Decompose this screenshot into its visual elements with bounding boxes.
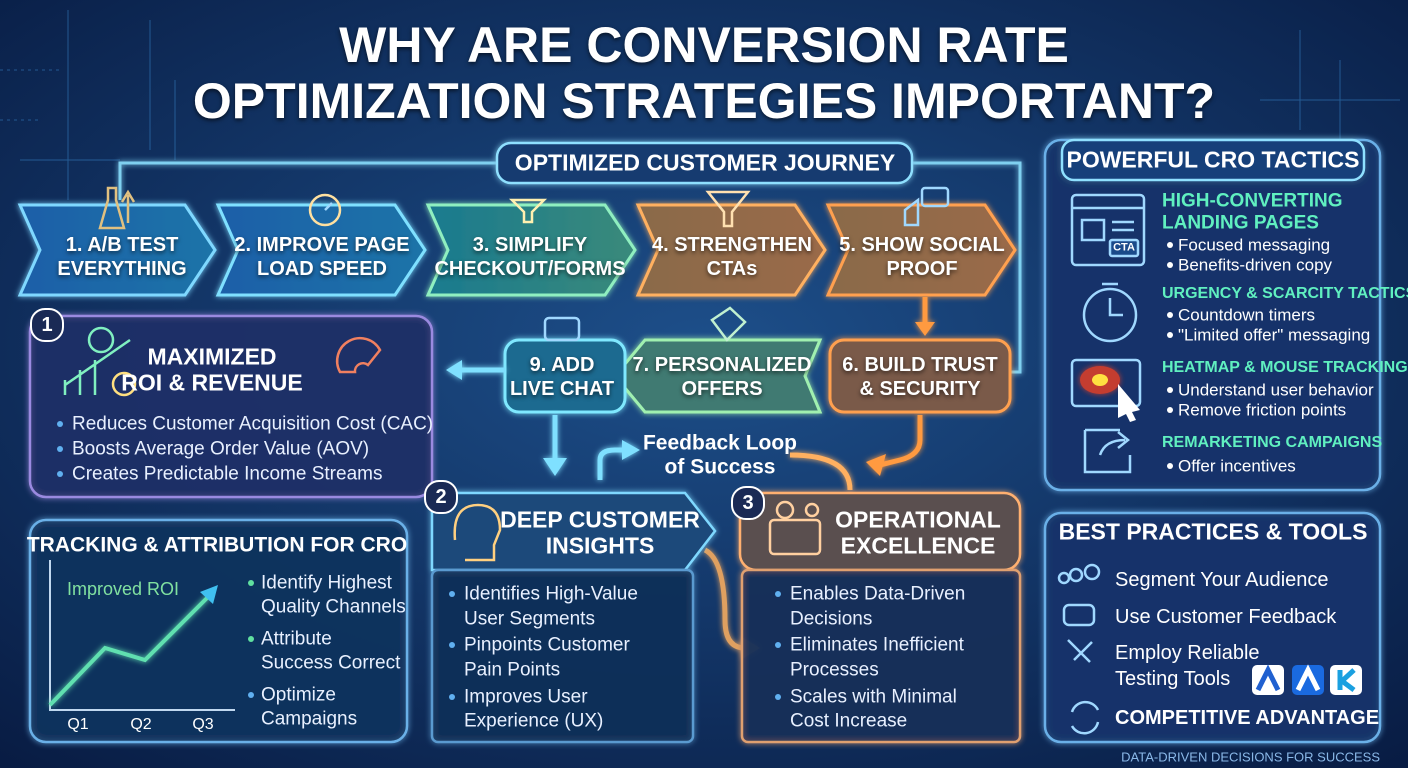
text: Success Correct: [261, 652, 401, 674]
text: Decisions: [790, 608, 873, 630]
text: Identifies High-Value: [464, 583, 638, 605]
bullet: [248, 636, 254, 642]
bullet: [1167, 407, 1173, 413]
text: Eliminates Inefficient: [790, 634, 964, 656]
bullet: [57, 421, 63, 427]
text: TRACKING & ATTRIBUTION FOR CRO: [26, 533, 408, 557]
text: 9. ADD: [529, 354, 595, 376]
text: COMPETITIVE ADVANTAGE: [1115, 707, 1380, 729]
badge: 1: [30, 308, 64, 342]
text: Benefits-driven copy: [1178, 255, 1333, 275]
text: Q1: [67, 716, 89, 733]
text: 3. SIMPLIFY: [472, 234, 588, 256]
text: Creates Predictable Income Streams: [72, 463, 383, 485]
text: of Success: [664, 455, 776, 479]
text: LANDING PAGES: [1162, 212, 1319, 234]
bullet: [1167, 463, 1173, 469]
text: EVERYTHING: [57, 258, 187, 280]
text: & SECURITY: [859, 378, 981, 400]
text: INSIGHTS: [545, 532, 655, 559]
text: OPTIMIZATION STRATEGIES IMPORTANT?: [192, 73, 1216, 129]
text: Pain Points: [464, 659, 561, 681]
bullet: [449, 591, 455, 597]
bullet: [248, 580, 254, 586]
text: 5. SHOW SOCIAL: [839, 234, 1005, 256]
bullet: [1167, 332, 1173, 338]
text: Q3: [192, 716, 214, 733]
text: Campaigns: [261, 708, 358, 730]
text: Experience (UX): [464, 710, 604, 732]
text: Improves User: [464, 686, 588, 708]
text: Understand user behavior: [1178, 380, 1374, 400]
bullet: [1167, 262, 1173, 268]
text: MAXIMIZED: [147, 343, 277, 370]
text: EXCELLENCE: [840, 532, 996, 559]
text: Attribute: [261, 628, 332, 650]
text: CTAs: [706, 258, 758, 280]
bullet: [1167, 387, 1173, 393]
text: 7. PERSONALIZED: [632, 354, 812, 376]
text: Segment Your Audience: [1115, 569, 1329, 591]
bullet: [57, 471, 63, 477]
text: HIGH-CONVERTING: [1162, 190, 1343, 212]
text: Pinpoints Customer: [464, 634, 630, 656]
text: CHECKOUT/FORMS: [434, 258, 626, 280]
bullet: [775, 591, 781, 597]
text: 1. A/B TEST: [65, 234, 179, 256]
text: Testing Tools: [1115, 668, 1231, 690]
bullet: [775, 642, 781, 648]
text: LOAD SPEED: [256, 258, 388, 280]
text: Improved ROI: [66, 579, 180, 599]
bullet: [248, 692, 254, 698]
text: 6. BUILD TRUST: [842, 354, 998, 376]
text: Enables Data-Driven: [790, 583, 966, 605]
text: Countdown timers: [1178, 305, 1316, 325]
text: LIVE CHAT: [509, 378, 615, 400]
text: Identify Highest: [261, 572, 392, 594]
text: Q2: [130, 716, 152, 733]
text: OPTIMIZED CUSTOMER JOURNEY: [514, 149, 896, 176]
badge: 2: [424, 480, 458, 514]
bullet: [449, 694, 455, 700]
text: ROI & REVENUE: [121, 369, 303, 396]
text: Remove friction points: [1178, 400, 1347, 420]
text: Boosts Average Order Value (AOV): [72, 438, 370, 460]
text: URGENCY & SCARCITY TACTICS: [1162, 285, 1408, 302]
text: BEST PRACTICES & TOOLS: [1058, 518, 1368, 545]
text: OFFERS: [681, 378, 763, 400]
text: "Limited offer" messaging: [1178, 325, 1371, 345]
bullet: [1167, 312, 1173, 318]
text: OPERATIONAL: [835, 506, 1001, 533]
text: DEEP CUSTOMER: [500, 506, 700, 533]
text: Reduces Customer Acquisition Cost (CAC): [72, 413, 434, 435]
text: DATA-DRIVEN DECISIONS FOR SUCCESS: [1121, 749, 1380, 765]
text: Optimize: [261, 684, 336, 706]
text: Use Customer Feedback: [1115, 606, 1337, 628]
text: WHY ARE CONVERSION RATE: [339, 17, 1069, 73]
text: PROOF: [886, 258, 958, 280]
text: CTA: [1113, 241, 1135, 254]
text: Feedback Loop: [642, 431, 798, 455]
text: 4. STRENGTHEN: [651, 234, 813, 256]
text: User Segments: [464, 608, 595, 630]
bullet: [1167, 242, 1173, 248]
text: REMARKETING CAMPAIGNS: [1162, 434, 1383, 451]
text: 2. IMPROVE PAGE: [234, 234, 410, 256]
text: Focused messaging: [1178, 235, 1331, 255]
bullet: [57, 446, 63, 452]
text: HEATMAP & MOUSE TRACKING: [1162, 359, 1408, 376]
text: Offer incentives: [1178, 456, 1296, 476]
badge: 3: [731, 486, 765, 520]
text: Scales with Minimal: [790, 686, 957, 708]
bullet: [449, 642, 455, 648]
text: Cost Increase: [790, 710, 908, 732]
text: Processes: [790, 659, 879, 681]
text: Quality Channels: [261, 596, 406, 618]
text: POWERFUL CRO TACTICS: [1066, 146, 1360, 173]
text: Employ Reliable: [1115, 642, 1260, 664]
bullet: [775, 694, 781, 700]
